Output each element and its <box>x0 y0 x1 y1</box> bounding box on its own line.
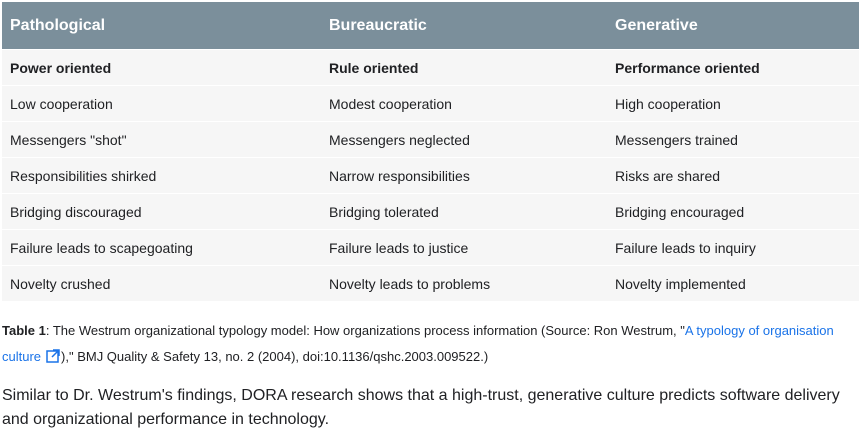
caption-text: : The Westrum organizational typology mo… <box>45 323 685 338</box>
table-cell: Messengers "shot" <box>2 121 321 158</box>
header-row: Pathological Bureaucratic Generative <box>2 2 859 50</box>
caption-label: Table 1 <box>2 323 46 338</box>
table-cell: Messengers neglected <box>321 121 607 158</box>
table-cell: Performance oriented <box>607 49 859 86</box>
table-cell: Failure leads to inquiry <box>607 229 859 266</box>
table-cell: Risks are shared <box>607 157 859 194</box>
table-row: Responsibilities shirked Narrow responsib… <box>2 157 859 194</box>
table-row: Failure leads to scapegoating Failure lea… <box>2 229 859 266</box>
table-cell: Bridging encouraged <box>607 193 859 230</box>
paragraph: Similar to Dr. Westrum's findings, DORA … <box>2 387 840 428</box>
table-cell: Narrow responsibilities <box>321 157 607 194</box>
table-cell: Responsibilities shirked <box>2 157 321 194</box>
table-cell: Bridging discouraged <box>2 193 321 230</box>
header-cell: Pathological <box>2 2 321 50</box>
table-row: Messengers "shot" Messengers neglected Mes… <box>2 121 859 158</box>
caption: Table 1: The Westrum organizational typo… <box>2 318 852 370</box>
table-row: Power oriented Rule oriented Performance o… <box>2 49 859 86</box>
header-cell: Generative <box>607 2 859 50</box>
caption-text: )," BMJ Quality & Safety 13, no. 2 (2004… <box>61 349 489 364</box>
table-row: Low cooperation Modest cooperation High co… <box>2 85 859 122</box>
table-cell: Rule oriented <box>321 49 607 86</box>
table-cell: Failure leads to scapegoating <box>2 229 321 266</box>
table-cell: High cooperation <box>607 85 859 122</box>
table-cell: Novelty implemented <box>607 265 859 301</box>
table-cell: Failure leads to justice <box>321 229 607 266</box>
table-row: Bridging discouraged Bridging tolerated Br… <box>2 193 859 230</box>
caption-link[interactable]: A typology of organisation culture <box>2 323 834 364</box>
table-cell: Power oriented <box>2 49 321 86</box>
table-row: Novelty crushed Novelty leads to problems… <box>2 265 859 301</box>
table-cell: Modest cooperation <box>321 85 607 122</box>
table-cell: Messengers trained <box>607 121 859 158</box>
table-cell: Novelty crushed <box>2 265 321 301</box>
table-cell: Low cooperation <box>2 85 321 122</box>
table-cell: Novelty leads to problems <box>321 265 607 301</box>
external-icon <box>46 349 60 363</box>
typology-table: Pathological Bureaucratic Generative Power… <box>2 2 859 301</box>
header-cell: Bureaucratic <box>321 2 607 50</box>
table-cell: Bridging tolerated <box>321 193 607 230</box>
